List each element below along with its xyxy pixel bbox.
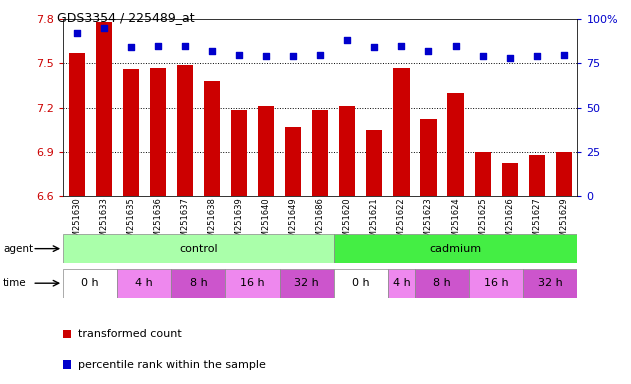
Point — [180, 43, 190, 49]
Bar — [204, 81, 220, 196]
Bar — [529, 155, 545, 196]
Point — [532, 53, 542, 60]
Bar — [150, 68, 166, 196]
Bar — [523, 269, 577, 298]
Bar — [69, 53, 85, 196]
Text: 16 h: 16 h — [484, 278, 509, 288]
Bar — [63, 269, 117, 298]
Bar — [312, 111, 328, 196]
Bar — [122, 69, 139, 196]
Bar — [258, 106, 274, 196]
Bar — [280, 269, 334, 298]
Text: 0 h: 0 h — [81, 278, 99, 288]
Text: 0 h: 0 h — [352, 278, 370, 288]
Bar — [95, 22, 112, 196]
Point — [451, 43, 461, 49]
Point — [423, 48, 433, 54]
Bar — [339, 106, 355, 196]
Bar — [177, 65, 193, 196]
Bar — [63, 234, 334, 263]
Bar — [117, 269, 172, 298]
Point — [396, 43, 406, 49]
Point — [315, 51, 326, 58]
Text: 16 h: 16 h — [240, 278, 265, 288]
Point — [153, 43, 163, 49]
Text: agent: agent — [3, 243, 33, 254]
Bar — [469, 269, 523, 298]
Bar — [334, 234, 577, 263]
Point — [478, 53, 488, 60]
Bar — [415, 269, 469, 298]
Text: transformed count: transformed count — [78, 329, 181, 339]
Point — [505, 55, 515, 61]
Text: 4 h: 4 h — [392, 278, 410, 288]
Bar — [366, 130, 382, 196]
Text: percentile rank within the sample: percentile rank within the sample — [78, 359, 266, 369]
Point — [71, 30, 81, 36]
Bar — [475, 152, 491, 196]
Bar — [420, 119, 437, 196]
Bar — [556, 152, 572, 196]
Text: 32 h: 32 h — [294, 278, 319, 288]
Point — [342, 37, 352, 43]
Bar — [172, 269, 225, 298]
Bar — [447, 93, 464, 196]
Point — [261, 53, 271, 60]
Point — [126, 45, 136, 51]
Bar — [285, 127, 301, 196]
Text: 4 h: 4 h — [136, 278, 153, 288]
Bar — [393, 68, 410, 196]
Point — [207, 48, 217, 54]
Point — [234, 51, 244, 58]
Bar — [231, 111, 247, 196]
Text: cadmium: cadmium — [430, 243, 481, 254]
Bar — [334, 269, 388, 298]
Text: GDS3354 / 225489_at: GDS3354 / 225489_at — [57, 12, 194, 25]
Point — [98, 25, 109, 31]
Text: time: time — [3, 278, 27, 288]
Point — [559, 51, 569, 58]
Text: 8 h: 8 h — [189, 278, 208, 288]
Bar — [388, 269, 415, 298]
Bar — [502, 164, 518, 196]
Point — [288, 53, 298, 60]
Text: 32 h: 32 h — [538, 278, 563, 288]
Point — [369, 45, 379, 51]
Text: 8 h: 8 h — [433, 278, 451, 288]
Bar — [225, 269, 280, 298]
Text: control: control — [179, 243, 218, 254]
